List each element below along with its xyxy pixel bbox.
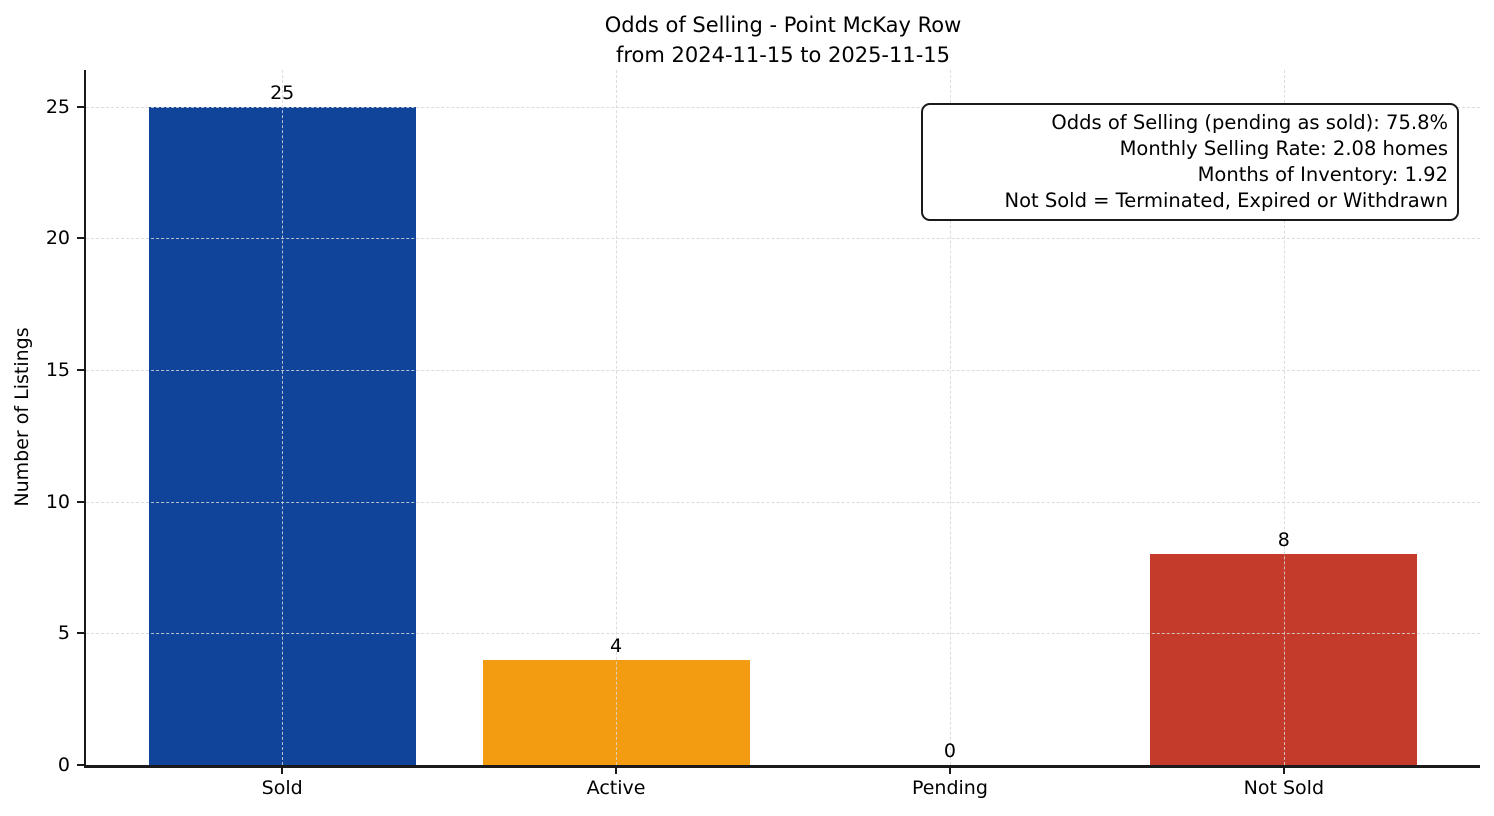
- y-tick-label: 0: [57, 754, 70, 776]
- x-tick-label: Not Sold: [1243, 777, 1325, 799]
- chart-title: Odds of Selling - Point McKay Row: [604, 13, 962, 37]
- stat-not-sold-definition: Not Sold = Terminated, Expired or Withdr…: [1004, 189, 1448, 212]
- x-tick-mark: [1282, 767, 1285, 774]
- y-tick-label: 15: [45, 359, 70, 382]
- plot-area: 0 5 10 15 20 25 25 Sold 4 Active 0 Pending 8 Not Sold: [46, 70, 1480, 799]
- stats-annotation-box: Odds of Selling (pending as sold): 75.8%…: [921, 103, 1459, 221]
- y-tick-mark: [77, 632, 84, 635]
- x-tick-mark: [281, 767, 284, 774]
- bar-value-label: 25: [270, 81, 295, 104]
- x-tick-mark: [615, 767, 618, 774]
- y-axis-spine: [84, 70, 86, 767]
- chart-title-block: Odds of Selling - Point McKay Row from 2…: [86, 10, 1480, 70]
- y-tick-label: 5: [57, 622, 70, 645]
- gridline-vertical: [949, 70, 951, 765]
- stat-months-of-inventory: Months of Inventory: 1.92: [1197, 163, 1448, 186]
- gridline-horizontal: [86, 501, 1480, 503]
- stat-odds-of-selling: Odds of Selling (pending as sold): 75.8%: [1051, 111, 1448, 134]
- y-tick-mark: [77, 764, 84, 766]
- y-axis-label: Number of Listings: [11, 327, 33, 507]
- x-axis-spine: [84, 765, 1480, 768]
- gridline-horizontal: [86, 238, 1480, 240]
- x-tick-label: Pending: [911, 777, 988, 799]
- y-tick-label: 20: [45, 227, 70, 250]
- y-tick-label: 25: [45, 95, 70, 118]
- gridline-horizontal: [86, 370, 1480, 372]
- gridline-horizontal: [86, 633, 1480, 635]
- x-tick-label: Active: [586, 777, 646, 799]
- bar-value-label: 4: [610, 634, 623, 657]
- y-tick-mark: [77, 105, 84, 108]
- bar-value-label: 0: [943, 740, 956, 762]
- gridline-vertical: [282, 70, 284, 765]
- x-tick-label: Sold: [261, 777, 303, 799]
- bar-value-label: 8: [1277, 529, 1290, 552]
- stat-monthly-selling-rate: Monthly Selling Rate: 2.08 homes: [1119, 137, 1448, 160]
- gridline-horizontal: [86, 106, 1480, 108]
- y-tick-mark: [77, 369, 84, 372]
- gridline-vertical: [616, 70, 618, 765]
- y-tick-mark: [77, 237, 84, 240]
- x-tick-mark: [948, 767, 951, 774]
- y-tick-label: 10: [45, 490, 70, 513]
- y-tick-mark: [77, 500, 84, 503]
- chart-subtitle: from 2024-11-15 to 2025-11-15: [615, 43, 951, 67]
- gridline-vertical: [1283, 70, 1285, 765]
